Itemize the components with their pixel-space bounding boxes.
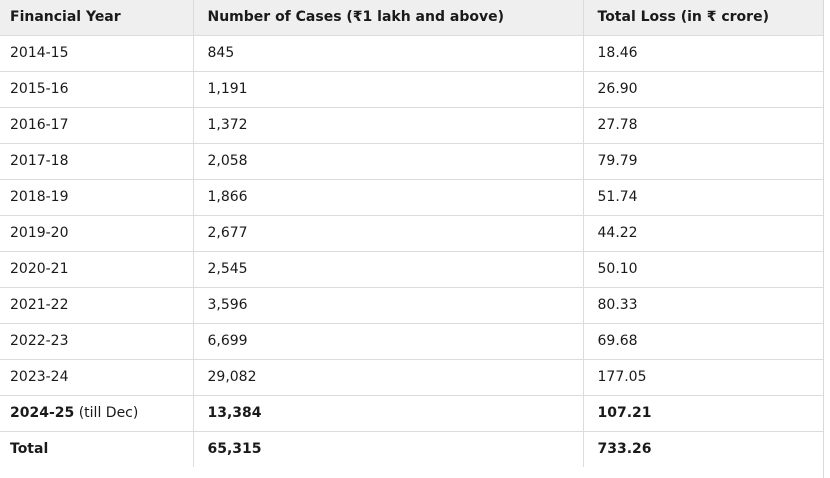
- table-row: 2018-19 1,866 51.74: [0, 179, 823, 216]
- cell-loss: 44.22: [583, 215, 823, 252]
- cell-year: 2016-17: [0, 107, 194, 144]
- table-row: 2019-20 2,677 44.22: [0, 215, 823, 252]
- table-row-current-year: 2024-25 (till Dec) 13,384 107.21: [0, 395, 823, 432]
- table-row: 2023-24 29,082 177.05: [0, 359, 823, 396]
- cell-year: 2017-18: [0, 143, 194, 180]
- cell-loss: 18.46: [583, 35, 823, 72]
- cell-year: 2024-25 (till Dec): [0, 395, 194, 432]
- table-row: 2016-17 1,372 27.78: [0, 107, 823, 144]
- cell-loss: 69.68: [583, 323, 823, 360]
- fraud-cases-table: Financial Year Number of Cases (₹1 lakh …: [0, 0, 823, 467]
- cell-year: 2021-22: [0, 287, 194, 324]
- table-row: 2022-23 6,699 69.68: [0, 323, 823, 360]
- cell-cases: 29,082: [193, 359, 584, 396]
- header-financial-year: Financial Year: [0, 0, 194, 36]
- table-row: 2021-22 3,596 80.33: [0, 287, 823, 324]
- cell-cases: 2,677: [193, 215, 584, 252]
- cell-year-note: (till Dec): [74, 405, 139, 421]
- table-row: 2014-15 845 18.46: [0, 35, 823, 72]
- cell-year: 2020-21: [0, 251, 194, 288]
- table-row: 2020-21 2,545 50.10: [0, 251, 823, 288]
- table-row: 2015-16 1,191 26.90: [0, 71, 823, 108]
- cell-loss: 177.05: [583, 359, 823, 396]
- cell-year: 2019-20: [0, 215, 194, 252]
- total-label: Total: [0, 431, 194, 467]
- header-number-of-cases: Number of Cases (₹1 lakh and above): [193, 0, 584, 36]
- cell-cases: 2,058: [193, 143, 584, 180]
- cell-loss: 51.74: [583, 179, 823, 216]
- cell-cases: 3,596: [193, 287, 584, 324]
- cell-loss: 80.33: [583, 287, 823, 324]
- cell-year: 2022-23: [0, 323, 194, 360]
- cell-cases: 13,384: [193, 395, 584, 432]
- cell-loss: 50.10: [583, 251, 823, 288]
- total-loss: 733.26: [597, 441, 652, 458]
- cell-loss: 107.21: [583, 395, 823, 432]
- cell-loss: 79.79: [583, 143, 823, 180]
- total-cases: 65,315: [193, 431, 584, 467]
- cell-loss: 26.90: [583, 71, 823, 108]
- cell-year: 2015-16: [0, 71, 194, 108]
- table-total-row: Total 65,315 733.26: [0, 431, 823, 467]
- cell-cases: 845: [193, 35, 584, 72]
- cell-year: 2014-15: [0, 35, 194, 72]
- table-row: 2017-18 2,058 79.79: [0, 143, 823, 180]
- cell-loss: 27.78: [583, 107, 823, 144]
- cell-year: 2023-24: [0, 359, 194, 396]
- cell-cases: 2,545: [193, 251, 584, 288]
- cell-year: 2018-19: [0, 179, 194, 216]
- cell-cases: 1,866: [193, 179, 584, 216]
- cell-cases: 1,372: [193, 107, 584, 144]
- cell-cases: 1,191: [193, 71, 584, 108]
- cell-cases: 6,699: [193, 323, 584, 360]
- cell-year-value: 2024-25: [10, 405, 75, 421]
- header-total-loss: Total Loss (in ₹ crore): [583, 0, 823, 36]
- table-header-row: Financial Year Number of Cases (₹1 lakh …: [0, 0, 823, 36]
